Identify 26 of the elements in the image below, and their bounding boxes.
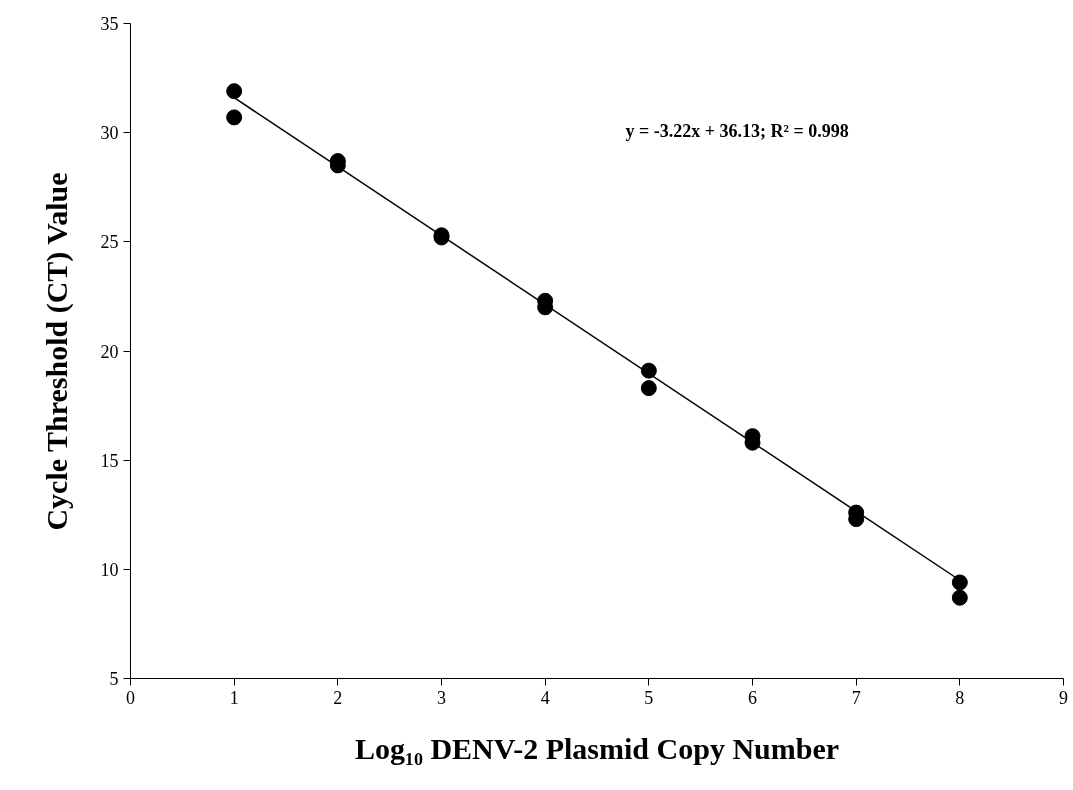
- x-tick-label: 0: [126, 687, 135, 708]
- x-tick-label: 6: [748, 687, 757, 708]
- point: [226, 83, 243, 100]
- x-tick-label: 4: [540, 687, 550, 708]
- y-tick-label: 25: [100, 232, 119, 253]
- point: [226, 109, 243, 126]
- x-axis-title: Log₁₀ DENV-2 Plasmid Copy Number: [354, 731, 840, 765]
- point: [640, 362, 657, 379]
- y-tick-label: 30: [100, 123, 119, 144]
- x-tick-label: 3: [437, 687, 446, 708]
- point: [640, 380, 657, 397]
- x-tick-label: 5: [644, 687, 654, 708]
- point: [951, 574, 968, 591]
- x-tick-label: 9: [1059, 687, 1068, 708]
- y-axis-title: Cycle Threshold (CT) Value: [39, 172, 74, 531]
- x-tick-label: 2: [333, 687, 343, 708]
- y-tick-label: 35: [100, 14, 119, 34]
- y-tick-label: 10: [100, 559, 119, 580]
- y-tick-label: 20: [100, 341, 119, 362]
- x-tick-label: 8: [955, 687, 965, 708]
- y-tick-label: 5: [109, 669, 119, 689]
- annotation: y = -3.22x + 36.13; R² = 0.998: [625, 120, 849, 141]
- y-tick-label: 15: [100, 450, 119, 471]
- x-tick-label: 7: [851, 687, 861, 708]
- x-tick-label: 1: [229, 687, 239, 708]
- point: [951, 589, 968, 606]
